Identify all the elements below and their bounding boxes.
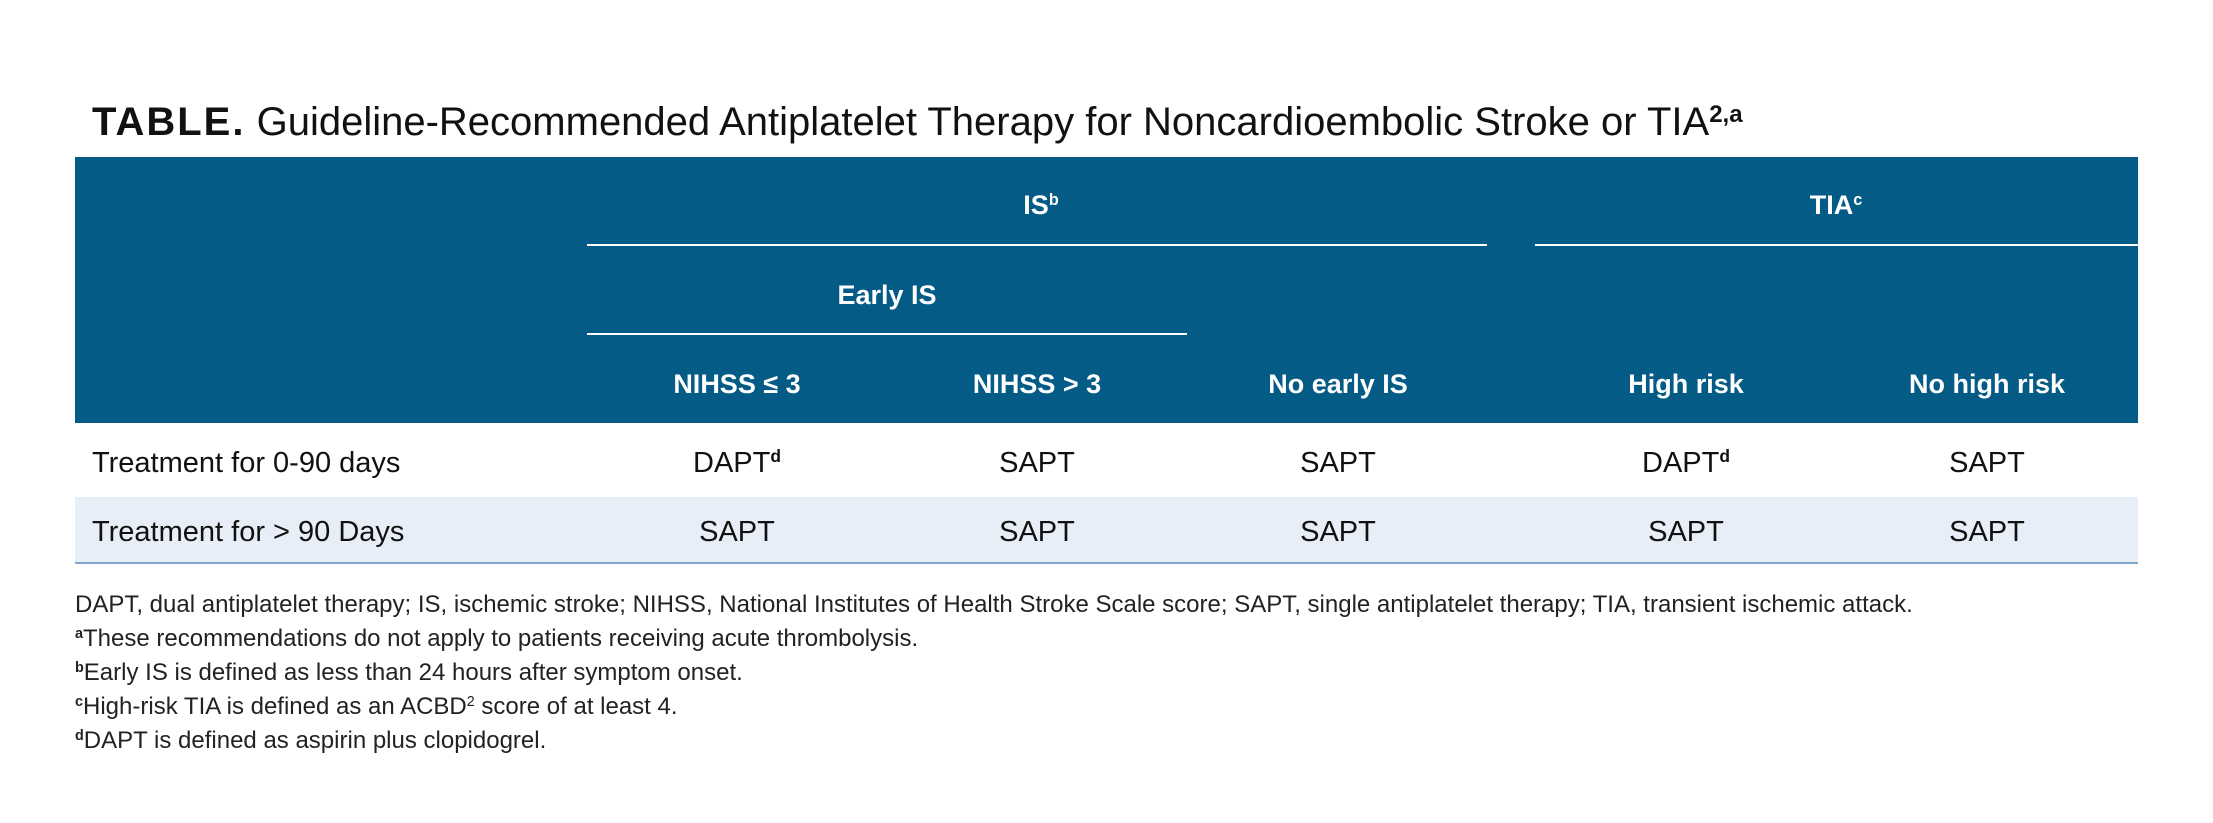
text-run: SAPT [1300, 516, 1376, 548]
superscript: b [1049, 191, 1059, 209]
text-run: DAPT [693, 447, 771, 479]
text-run: No high risk [1909, 369, 2066, 399]
text-run: DAPT is defined as aspirin plus clopidog… [84, 727, 546, 754]
footnote: bEarly IS is defined as less than 24 hou… [75, 659, 743, 686]
text-run: NIHSS > 3 [973, 369, 1101, 399]
superscript: b [75, 660, 84, 676]
text-run: SAPT [1648, 516, 1724, 548]
table-cell: DAPTd [693, 446, 781, 479]
row-label: Treatment for > 90 Days [92, 516, 404, 548]
superscript: c [1853, 191, 1862, 209]
row-shade [75, 497, 2138, 563]
table-cell: SAPT [1949, 516, 2025, 548]
header-band [75, 157, 2138, 423]
text-run: Treatment for > 90 Days [92, 516, 404, 548]
text-run: Early IS [837, 280, 936, 310]
superscript: 2 [467, 694, 475, 710]
text-run: High risk [1628, 369, 1745, 399]
table-cell: SAPT [999, 447, 1075, 479]
table-cell: DAPTd [1642, 446, 1730, 479]
text-run: No early IS [1268, 369, 1408, 399]
superscript: c [75, 694, 83, 710]
text-run: Guideline-Recommended Antiplatelet Thera… [257, 100, 1710, 144]
text-run: Early IS is defined as less than 24 hour… [84, 659, 743, 686]
superscript: a [75, 626, 84, 642]
text-run: SAPT [1300, 447, 1376, 479]
group-header: ISb [1023, 190, 1059, 220]
table-cell: SAPT [1949, 447, 2025, 479]
column-header: No high risk [1909, 369, 2066, 399]
text-run: SAPT [699, 516, 775, 548]
superscript: d [770, 446, 781, 466]
column-header: No early IS [1268, 369, 1408, 399]
superscript: d [1719, 446, 1730, 466]
group-header: TIAc [1810, 190, 1863, 220]
text-run: DAPT, dual antiplatelet therapy; IS, isc… [75, 591, 1913, 618]
column-header: High risk [1628, 369, 1745, 399]
text-run: score of at least 4. [475, 693, 678, 720]
text-run: Treatment for 0-90 days [92, 447, 400, 479]
text-run: High-risk TIA is defined as an ACBD [83, 693, 467, 720]
text-run: TABLE. [92, 100, 245, 144]
text-run: SAPT [999, 516, 1075, 548]
row-label: Treatment for 0-90 days [92, 447, 400, 479]
text-run: SAPT [1949, 447, 2025, 479]
table-cell: SAPT [699, 516, 775, 548]
subgroup-header: Early IS [837, 280, 936, 310]
superscript: 2,a [1709, 101, 1743, 128]
column-header: NIHSS > 3 [973, 369, 1101, 399]
footnote: aThese recommendations do not apply to p… [75, 625, 918, 652]
text-run: NIHSS ≤ 3 [673, 369, 800, 399]
text-run: TIA [1810, 190, 1854, 220]
text-run: DAPT [1642, 447, 1720, 479]
table-title: TABLE. Guideline-Recommended Antiplatele… [92, 100, 1743, 144]
table-cell: SAPT [1300, 447, 1376, 479]
footnote: DAPT, dual antiplatelet therapy; IS, isc… [75, 591, 1913, 618]
text-run: SAPT [999, 447, 1075, 479]
text-run: These recommendations do not apply to pa… [83, 625, 918, 652]
table-cell: SAPT [999, 516, 1075, 548]
text-run: SAPT [1949, 516, 2025, 548]
footnote: dDAPT is defined as aspirin plus clopido… [75, 727, 546, 754]
superscript: d [75, 728, 84, 744]
table-cell: SAPT [1648, 516, 1724, 548]
footnote: cHigh-risk TIA is defined as an ACBD2 sc… [75, 693, 678, 720]
text-run: IS [1023, 190, 1049, 220]
table-cell: SAPT [1300, 516, 1376, 548]
column-header: NIHSS ≤ 3 [673, 369, 800, 399]
